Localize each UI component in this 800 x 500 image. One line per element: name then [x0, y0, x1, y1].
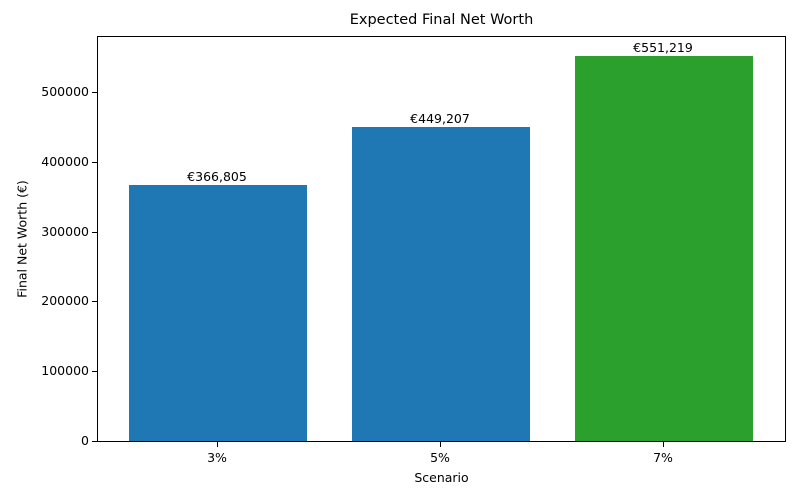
x-tick-label: 3% — [207, 450, 227, 465]
plot-area — [97, 36, 786, 442]
bar-3pct — [129, 184, 307, 441]
y-tick — [92, 161, 97, 163]
x-tick-label: 7% — [653, 450, 673, 465]
bar-5pct — [352, 127, 530, 441]
y-tick — [92, 301, 97, 303]
x-tick — [440, 442, 441, 447]
bar-value-label: €551,219 — [633, 40, 693, 56]
y-tick-label: 200000 — [41, 293, 89, 309]
y-tick — [92, 371, 97, 373]
y-tick-label: 100000 — [41, 363, 89, 379]
x-tick-label: 5% — [430, 450, 450, 465]
x-axis-label: Scenario — [414, 470, 469, 485]
bar-value-label: €366,805 — [187, 168, 247, 184]
chart-title: Expected Final Net Worth — [349, 12, 534, 28]
x-tick — [217, 442, 218, 447]
y-tick — [92, 231, 97, 233]
bar-value-label: €449,207 — [410, 111, 470, 127]
bar-7pct — [575, 56, 753, 441]
y-tick-label: 0 — [81, 433, 89, 448]
y-tick-label: 400000 — [41, 153, 89, 169]
y-tick — [92, 441, 97, 442]
y-tick-label: 300000 — [41, 223, 89, 239]
y-tick-label: 500000 — [41, 83, 89, 99]
y-axis-label: Final Net Worth (€) — [14, 180, 30, 298]
y-tick — [92, 91, 97, 93]
x-tick — [663, 442, 664, 447]
